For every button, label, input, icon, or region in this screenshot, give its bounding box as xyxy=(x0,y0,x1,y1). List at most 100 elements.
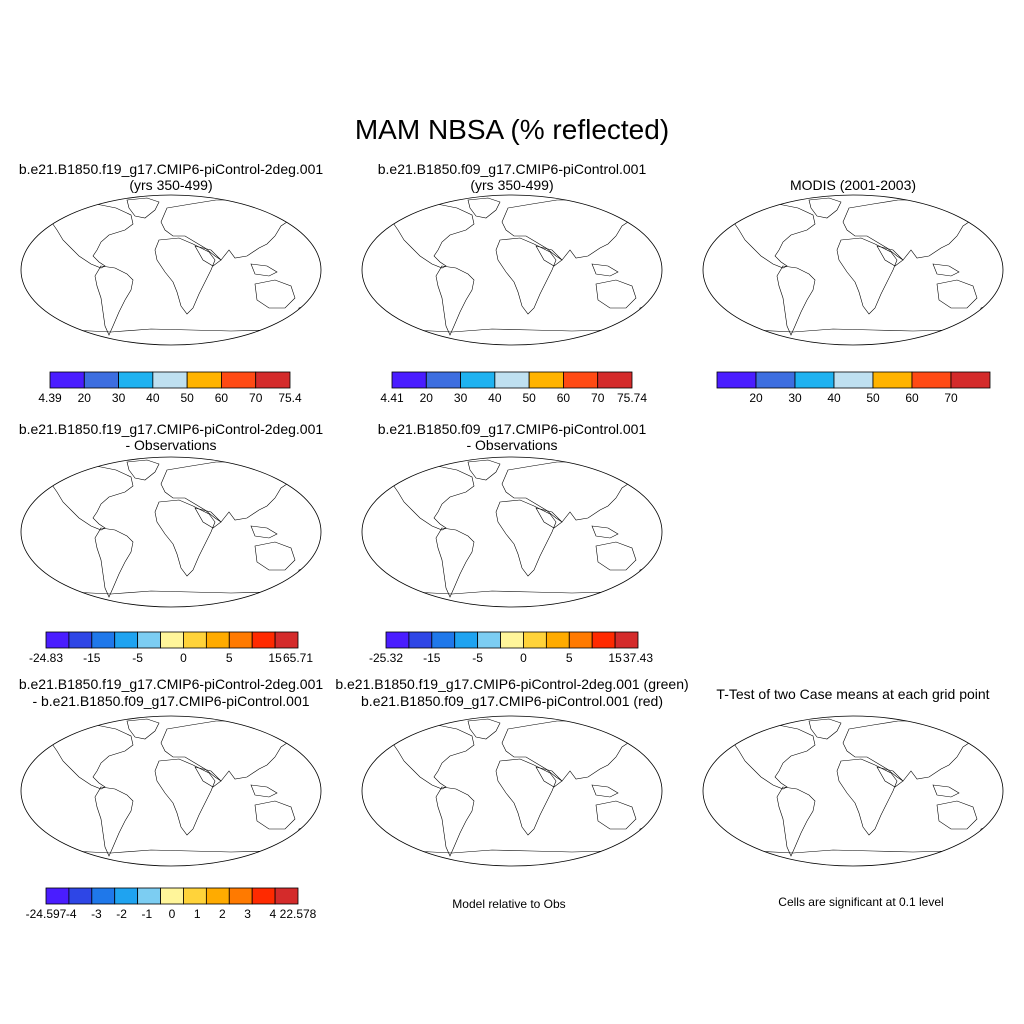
colorbar-swatch xyxy=(460,371,496,389)
colorbar-swatch xyxy=(755,371,796,389)
colorbar-tick-label: 30 xyxy=(112,391,126,405)
colorbar-tick-label: 50 xyxy=(180,391,194,405)
colorbar-tick-label: 3 xyxy=(244,907,251,921)
colorbar-tick-label: -2 xyxy=(116,907,127,921)
colorbar-swatch xyxy=(68,631,93,649)
map-frame xyxy=(361,456,663,608)
colorbar-tick-label: 4.39 xyxy=(38,391,62,405)
colorbar-swatch xyxy=(83,371,119,389)
colorbar-swatch xyxy=(228,887,253,905)
colorbar-swatch xyxy=(563,371,599,389)
colorbar-swatch xyxy=(523,631,547,649)
colorbar-tick-label: 60 xyxy=(557,391,571,405)
colorbar-swatch xyxy=(91,631,116,649)
colorbar-tick-label: 5 xyxy=(226,651,233,665)
colorbar-swatch xyxy=(454,631,479,649)
panel-caption: Model relative to Obs xyxy=(452,897,565,911)
panel-title-line1: b.e21.B1850.f09_g17.CMIP6-piControl.001 xyxy=(378,421,647,437)
colorbar-tick-label: 2 xyxy=(219,907,226,921)
colorbar-swatch xyxy=(251,631,276,649)
colorbar-swatch xyxy=(160,887,184,905)
colorbar: -25.32 -15 -5 0 5 15 37.43 xyxy=(369,631,653,665)
colorbar-swatch xyxy=(228,631,253,649)
colorbar-swatch xyxy=(183,631,207,649)
colorbar-tick-label: 75.4 xyxy=(278,391,302,405)
panel-case1: b.e21.B1850.f19_g17.CMIP6-piControl-2deg… xyxy=(19,161,324,405)
panel-title-line1: b.e21.B1850.f19_g17.CMIP6-piControl-2deg… xyxy=(19,161,324,177)
colorbar-tick-label: -15 xyxy=(423,651,441,665)
colorbar-swatch xyxy=(614,631,639,649)
colorbar-swatch xyxy=(160,631,184,649)
colorbar-tick-label: 4 xyxy=(269,907,276,921)
map-frame xyxy=(702,194,1004,346)
colorbar-swatch xyxy=(545,631,570,649)
colorbar-swatch xyxy=(137,887,161,905)
colorbar-tick-label: 30 xyxy=(454,391,468,405)
figure-title: MAM NBSA (% reflected) xyxy=(355,114,669,145)
colorbar-tick-label: -24.83 xyxy=(29,651,63,665)
ocean xyxy=(362,457,662,607)
colorbar-tick-label: 22.578 xyxy=(280,907,317,921)
map xyxy=(702,715,1004,867)
ocean xyxy=(362,195,662,345)
panel-title-line2: - b.e21.B1850.f09_g17.CMIP6-piControl.00… xyxy=(32,693,309,709)
colorbar-swatch xyxy=(49,371,85,389)
colorbar-swatch xyxy=(183,887,207,905)
colorbar-swatch xyxy=(91,887,116,905)
colorbar-swatch xyxy=(833,371,874,389)
panel-title-line2: - Observations xyxy=(125,437,216,453)
colorbar-tick-label: 15 xyxy=(608,651,622,665)
panel-title-line1: T-Test of two Case means at each grid po… xyxy=(716,686,989,702)
colorbar-tick-label: 15 xyxy=(268,651,282,665)
map xyxy=(361,456,663,608)
colorbar-tick-label: -4 xyxy=(66,907,77,921)
colorbar-swatch xyxy=(528,371,564,389)
panel-title-line1: b.e21.B1850.f19_g17.CMIP6-piControl-2deg… xyxy=(19,421,324,437)
ocean xyxy=(21,195,321,345)
panel-diff2: b.e21.B1850.f09_g17.CMIP6-piControl.001 … xyxy=(361,421,663,665)
colorbar-swatch xyxy=(500,631,524,649)
colorbar-tick-label: 50 xyxy=(866,391,880,405)
ocean xyxy=(362,716,662,866)
colorbar-swatch xyxy=(568,631,593,649)
ocean xyxy=(703,716,1003,866)
colorbar-tick-label: 40 xyxy=(146,391,160,405)
map-frame xyxy=(361,715,663,867)
colorbar-tick-label: 4.41 xyxy=(380,391,404,405)
colorbar-tick-label: -15 xyxy=(83,651,101,665)
colorbar: 20 30 40 50 60 70 xyxy=(716,371,991,405)
colorbar-tick-label: 70 xyxy=(944,391,958,405)
colorbar-swatch xyxy=(114,887,139,905)
colorbar-tick-label: 40 xyxy=(488,391,502,405)
panel-closer: b.e21.B1850.f19_g17.CMIP6-piControl-2deg… xyxy=(335,676,688,911)
map-frame xyxy=(20,715,322,867)
colorbar-tick-label: 0 xyxy=(180,651,187,665)
colorbar-swatch xyxy=(205,887,230,905)
colorbar-swatch xyxy=(205,631,230,649)
colorbar: -24.83 -15 -5 0 5 15 65.71 xyxy=(29,631,313,665)
colorbar-tick-label: 20 xyxy=(420,391,434,405)
colorbar-tick-label: -3 xyxy=(91,907,102,921)
map xyxy=(20,194,322,346)
colorbar-tick-label: 20 xyxy=(78,391,92,405)
colorbar-tick-label: -25.32 xyxy=(369,651,403,665)
map-frame xyxy=(20,194,322,346)
ocean xyxy=(703,195,1003,345)
map-frame xyxy=(702,715,1004,867)
colorbar-swatch xyxy=(385,631,410,649)
colorbar-swatch xyxy=(408,631,433,649)
colorbar-tick-label: 5 xyxy=(566,651,573,665)
colorbar-swatch xyxy=(425,371,461,389)
colorbar: -24.597 -4 -3 -2 -1 0 1 2 3 4 22.578 xyxy=(26,887,317,921)
colorbar: 4.39 20 30 40 50 60 70 75.4 xyxy=(38,371,302,405)
colorbar-swatch xyxy=(45,887,70,905)
colorbar-swatch xyxy=(274,631,299,649)
colorbar-swatch xyxy=(591,631,616,649)
colorbar-swatch xyxy=(137,631,161,649)
colorbar-swatch xyxy=(68,887,93,905)
colorbar-tick-label: 50 xyxy=(522,391,536,405)
colorbar-swatch xyxy=(597,371,633,389)
colorbar-tick-label: 1 xyxy=(194,907,201,921)
colorbar-tick-label: 40 xyxy=(827,391,841,405)
map xyxy=(361,194,663,346)
